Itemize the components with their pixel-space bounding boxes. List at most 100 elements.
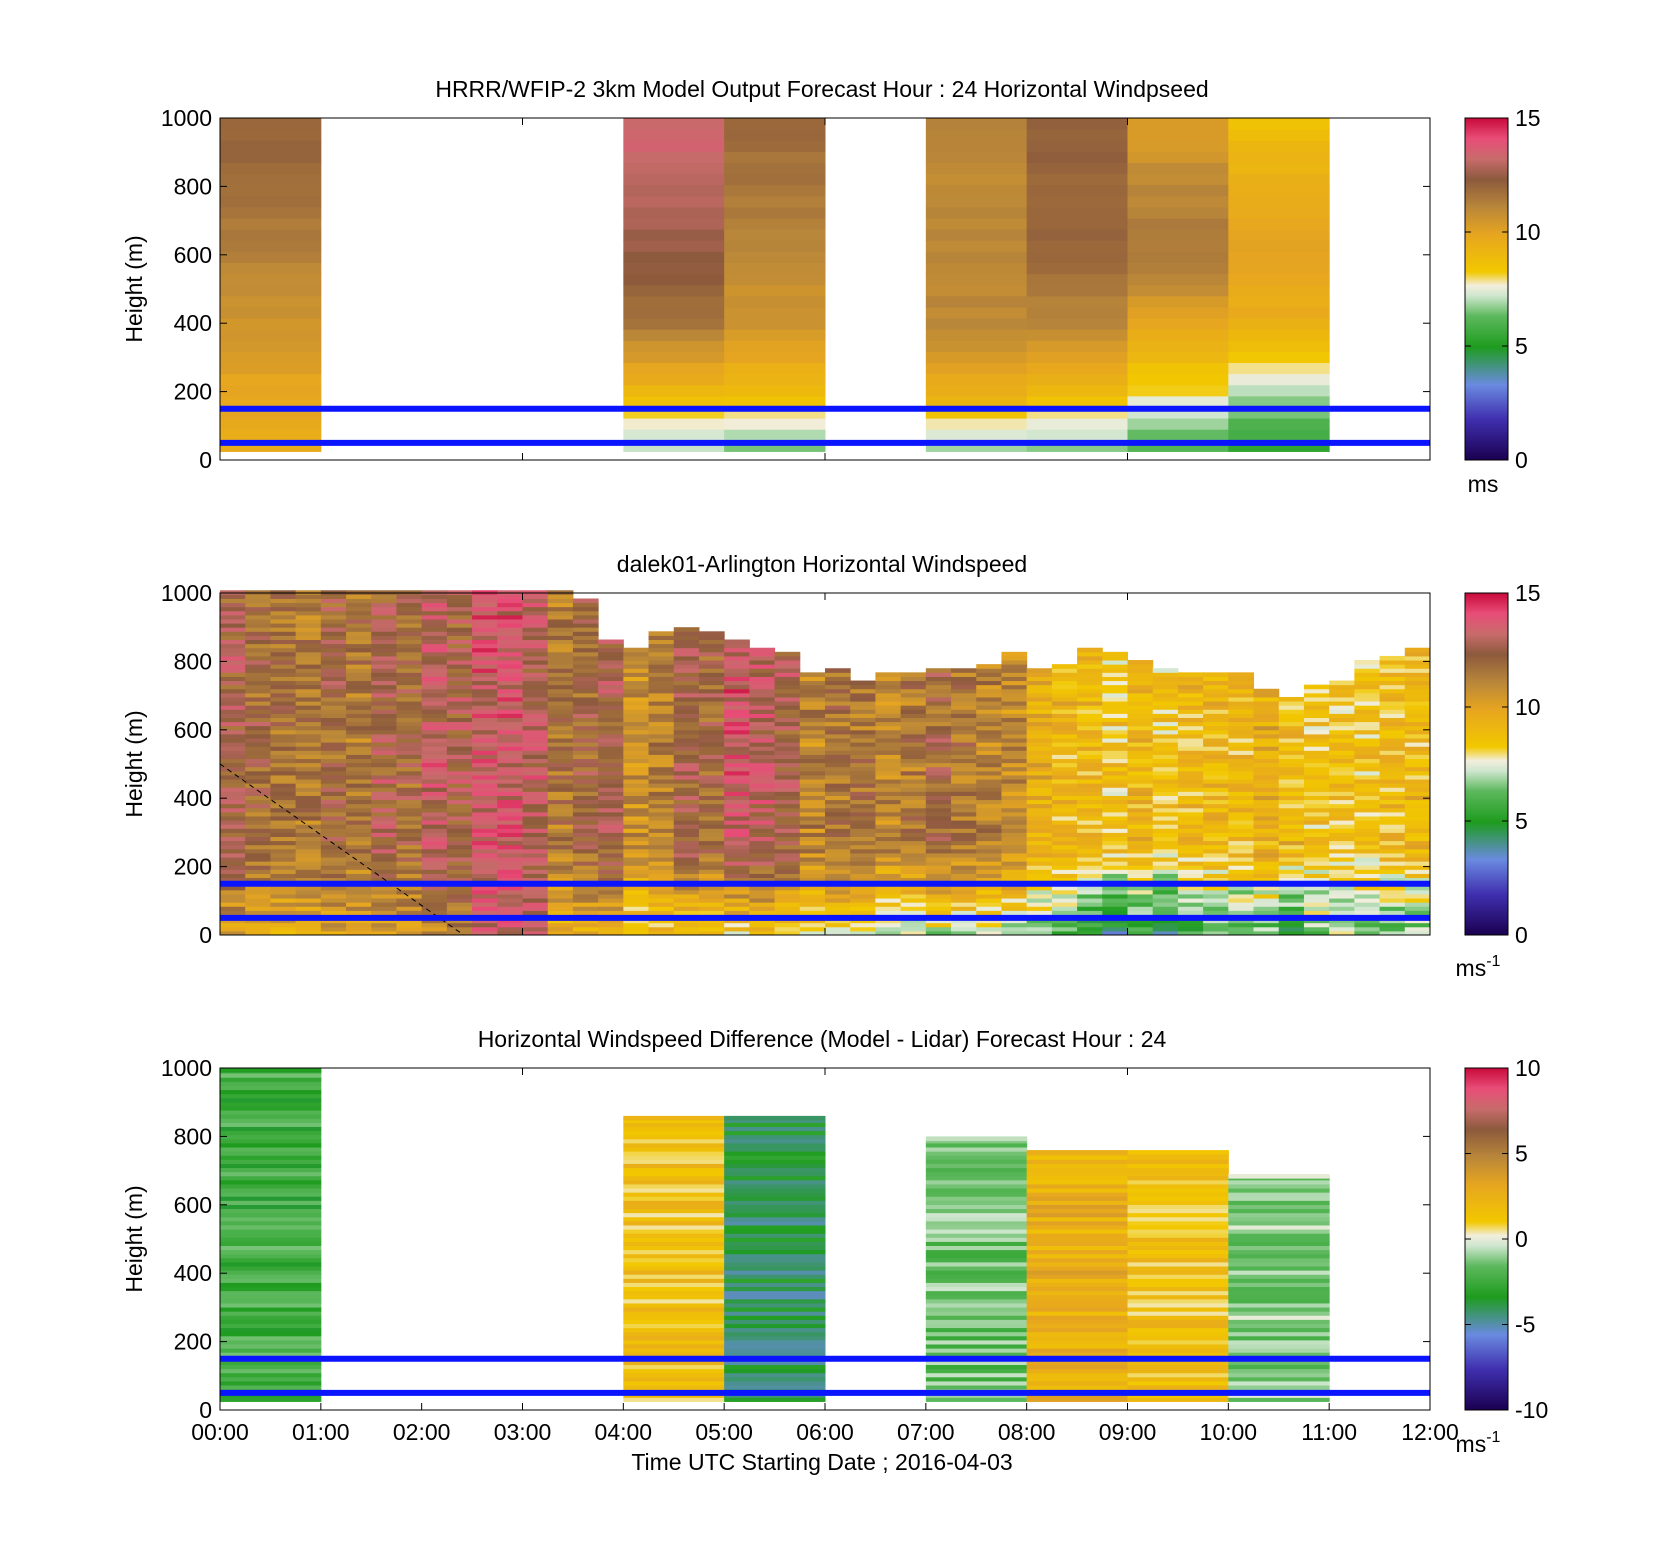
heatmap-cell (1354, 729, 1381, 735)
heatmap-cell (270, 869, 297, 874)
heatmap-cell (1228, 787, 1255, 792)
heatmap-cell (925, 1237, 1028, 1242)
heatmap-cell (396, 655, 423, 661)
heatmap-cell (446, 598, 473, 604)
heatmap-cell (1228, 754, 1255, 760)
heatmap-cell (1026, 1150, 1128, 1155)
heatmap-cell (724, 684, 750, 690)
heatmap-cell (1152, 709, 1179, 714)
heatmap-cell (850, 906, 876, 911)
heatmap-cell (724, 1364, 826, 1370)
heatmap-cell (1203, 873, 1229, 879)
heatmap-cell (1404, 766, 1431, 772)
heatmap-cell (1354, 692, 1381, 698)
heatmap-cell (446, 787, 473, 792)
heatmap-cell (698, 733, 725, 739)
heatmap-cell (1026, 362, 1128, 375)
heatmap-cell (220, 1081, 322, 1086)
heatmap-cell (724, 836, 750, 842)
heatmap-cell (270, 692, 297, 698)
heatmap-cell (220, 1175, 322, 1181)
heatmap-cell (774, 811, 801, 817)
heatmap-cell (396, 930, 423, 936)
heatmap-cell (446, 696, 473, 702)
heatmap-cell (446, 783, 473, 788)
heatmap-cell (673, 680, 700, 686)
heatmap-cell (1379, 824, 1406, 829)
heatmap-cell (900, 840, 927, 846)
heatmap-cell (724, 701, 750, 706)
heatmap-cell (1203, 857, 1229, 862)
heatmap-cell (446, 828, 473, 833)
heatmap-cell (1278, 701, 1305, 706)
heatmap-cell (1203, 672, 1229, 677)
heatmap-cell (421, 614, 448, 620)
heatmap-cell (774, 783, 801, 788)
heatmap-cell (825, 770, 851, 776)
heatmap-cell (1026, 779, 1053, 784)
heatmap-cell (925, 848, 952, 854)
heatmap-cell (875, 742, 902, 747)
heatmap-cell (1404, 885, 1431, 891)
heatmap-cell (724, 906, 750, 911)
heatmap-cell (724, 340, 826, 352)
heatmap-cell (220, 1278, 322, 1283)
heatmap-cell (623, 815, 650, 821)
colorbar-tick-label: 5 (1515, 333, 1528, 359)
heatmap-cell (1253, 836, 1280, 842)
heatmap-cell (1051, 668, 1078, 673)
heatmap-cell (925, 811, 952, 817)
heatmap-cell (1177, 898, 1204, 903)
heatmap-cell (1077, 655, 1103, 661)
heatmap-cell (749, 795, 776, 801)
heatmap-cell (1278, 922, 1305, 928)
heatmap-cell (320, 787, 347, 792)
heatmap-cell (472, 820, 498, 825)
heatmap-cell (1026, 1376, 1128, 1382)
heatmap-cell (648, 852, 675, 858)
heatmap-cell (497, 877, 523, 883)
heatmap-cell (1152, 902, 1179, 907)
heatmap-cell (799, 779, 826, 784)
heatmap-cell (1278, 729, 1305, 735)
heatmap-cell (1253, 815, 1280, 821)
heatmap-cell (1404, 795, 1431, 801)
heatmap-cell (472, 684, 498, 690)
heatmap-cell (976, 885, 1002, 891)
heatmap-cell (446, 861, 473, 866)
lidar-column (749, 647, 776, 936)
heatmap-cell (825, 783, 851, 788)
heatmap-cell (497, 779, 523, 784)
heatmap-cell (547, 664, 574, 669)
heatmap-cell (320, 742, 347, 747)
heatmap-cell (1102, 729, 1128, 735)
heatmap-cell (724, 1298, 826, 1304)
heatmap-cell (825, 877, 851, 883)
heatmap-cell (598, 906, 624, 911)
heatmap-cell (648, 668, 675, 673)
heatmap-cell (346, 869, 372, 874)
heatmap-cell (698, 922, 725, 928)
heatmap-cell (623, 329, 725, 341)
heatmap-cell (1228, 873, 1255, 879)
heatmap-cell (925, 729, 952, 735)
heatmap-cell (673, 857, 700, 862)
heatmap-cell (850, 692, 876, 698)
heatmap-cell (572, 861, 599, 866)
heatmap-cell (220, 1274, 322, 1279)
x-tick-label: 01:00 (292, 1419, 350, 1445)
heatmap-cell (825, 815, 851, 821)
heatmap-cell (572, 623, 599, 628)
heatmap-cell (1303, 717, 1330, 723)
heatmap-cell (220, 770, 246, 776)
heatmap-cell (749, 852, 776, 858)
heatmap-cell (572, 651, 599, 657)
heatmap-cell (925, 902, 952, 907)
heatmap-cell (724, 1368, 826, 1374)
heatmap-cell (421, 926, 448, 932)
heatmap-cell (724, 713, 750, 718)
colorbar-tick-label: -5 (1515, 1312, 1535, 1338)
heatmap-cell (245, 840, 271, 846)
heatmap-cell (1329, 844, 1355, 850)
heatmap-cell (1228, 902, 1255, 907)
